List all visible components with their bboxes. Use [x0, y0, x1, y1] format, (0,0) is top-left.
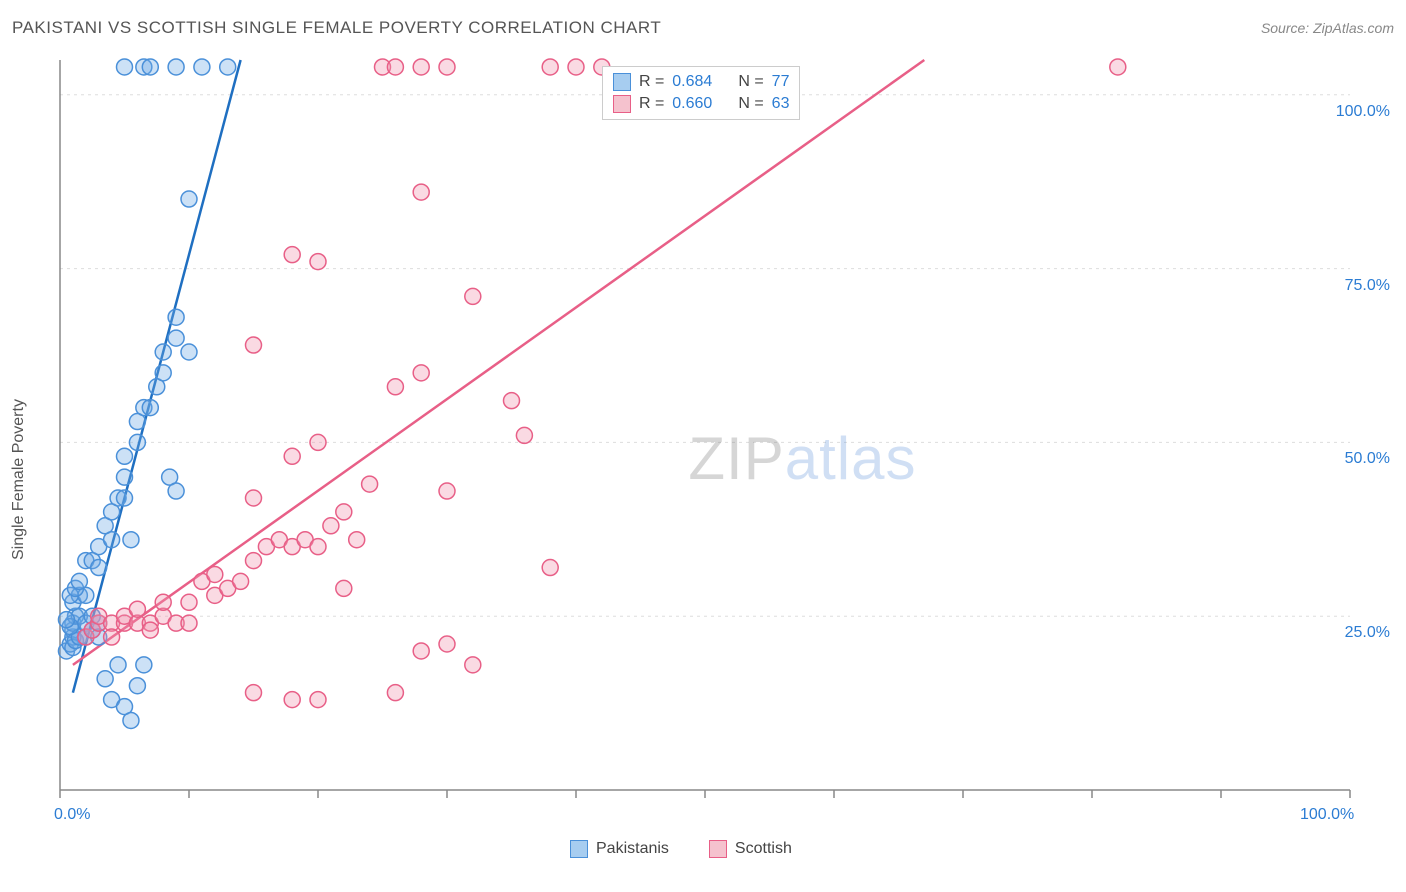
legend-series-item: Scottish	[709, 840, 792, 858]
chart-source: Source: ZipAtlas.com	[1261, 20, 1394, 36]
legend-n-label: N =	[738, 95, 763, 113]
y-axis-label: Single Female Poverty	[10, 399, 28, 560]
chart-svg	[50, 50, 1380, 830]
y-tick-label: 50.0%	[1345, 450, 1390, 468]
legend-series-item: Pakistanis	[570, 840, 669, 858]
y-tick-label: 75.0%	[1345, 277, 1390, 295]
legend-series-label: Scottish	[735, 840, 792, 858]
legend-swatch	[613, 73, 631, 91]
y-tick-label: 100.0%	[1336, 103, 1390, 121]
legend-n-value: 63	[772, 95, 790, 113]
legend-correlation-row: R = 0.660 N = 63	[613, 93, 790, 115]
chart-title: PAKISTANI VS SCOTTISH SINGLE FEMALE POVE…	[12, 18, 661, 38]
legend-series-label: Pakistanis	[596, 840, 669, 858]
x-tick-label: 0.0%	[54, 806, 90, 824]
legend-correlation: R = 0.684 N = 77 R = 0.660 N = 63	[602, 66, 801, 120]
legend-series: Pakistanis Scottish	[570, 840, 792, 858]
plot-area: ZIPatlas R =0.684 N =77 R =0.660 N =63 P…	[50, 50, 1380, 830]
chart-container: PAKISTANI VS SCOTTISH SINGLE FEMALE POVE…	[0, 0, 1406, 892]
y-tick-label: 25.0%	[1345, 624, 1390, 642]
legend-swatch	[613, 95, 631, 113]
legend-correlation-row: R = 0.684 N = 77	[613, 71, 790, 93]
legend-r-label: R =	[639, 95, 664, 113]
legend-swatch	[709, 840, 727, 858]
legend-r-value: 0.660	[672, 95, 712, 113]
title-bar: PAKISTANI VS SCOTTISH SINGLE FEMALE POVE…	[12, 14, 1394, 42]
legend-n-value: 77	[772, 73, 790, 91]
legend-swatch	[570, 840, 588, 858]
x-tick-label: 100.0%	[1300, 806, 1354, 824]
legend-r-label: R =	[639, 73, 664, 91]
legend-r-value: 0.684	[672, 73, 712, 91]
legend-n-label: N =	[738, 73, 763, 91]
